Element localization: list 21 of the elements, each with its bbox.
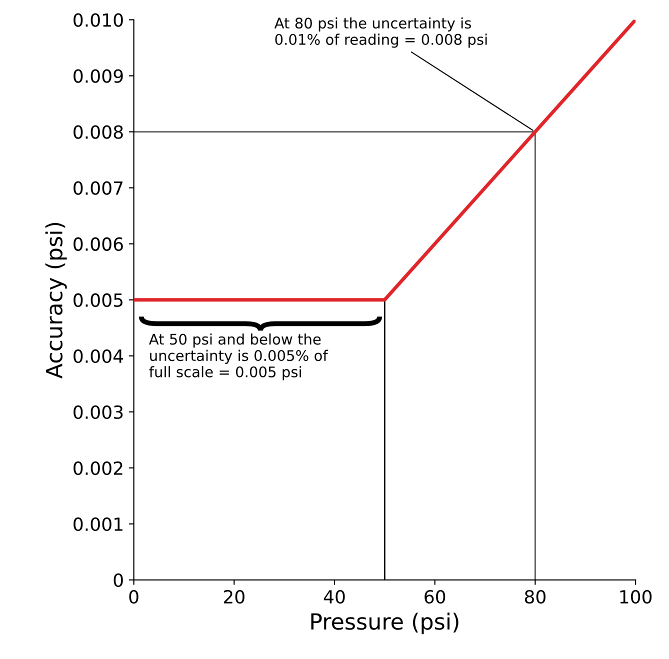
y-tick-label: 0.003	[74, 405, 123, 419]
y-tick-label: 0.010	[74, 13, 123, 27]
annotation: At 80 psi the uncertainty is 0.01% of reading = 0.008 psi	[274, 17, 487, 48]
x-tick-label: 80	[524, 590, 546, 604]
y-tick-label: 0.005	[74, 293, 122, 307]
y-tick-label: 0.006	[74, 237, 123, 251]
y-tick-label: 0.001	[74, 517, 122, 532]
x-tick-label: 40	[324, 590, 345, 604]
y-axis-title: Accuracy (psi)	[45, 222, 67, 379]
y-tick-label: 0.002	[74, 461, 122, 476]
x-tick-label: 0	[129, 590, 138, 604]
y-tick-label: 0.009	[74, 69, 123, 83]
y-tick-label: 0	[114, 573, 123, 588]
annotation: At 50 psi and below the uncertainty is 0.005% of full scale = 0.005 psi	[148, 333, 328, 380]
x-tick-label: 20	[224, 590, 244, 604]
y-tick-label: 0.004	[74, 349, 124, 363]
x-tick-label: 100	[620, 590, 652, 604]
x-tick-label: 60	[424, 590, 446, 604]
y-tick-label: 0.007	[74, 181, 123, 195]
x-axis-title: Pressure (psi)	[311, 612, 458, 634]
y-tick-label: 0.008	[74, 125, 123, 139]
